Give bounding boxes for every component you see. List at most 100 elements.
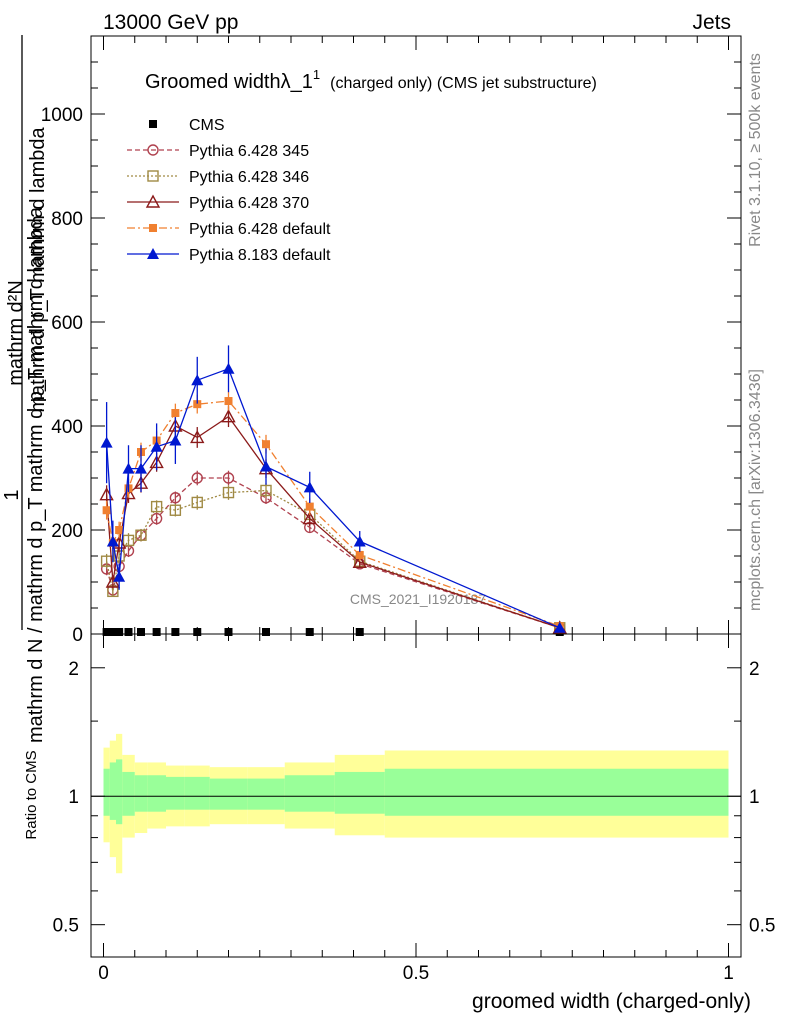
point-p370 <box>352 554 367 568</box>
ratio-ylabel: Ratio to CMS <box>23 750 40 839</box>
main-ytick-label: 600 <box>51 313 83 334</box>
point-p6def <box>262 440 270 449</box>
point-p346 <box>135 529 147 541</box>
ratio-band-inner <box>184 776 210 810</box>
chart-title: Groomed widthλ_11 (charged only) (CMS jet… <box>145 67 597 93</box>
chart-title-suffix: (charged only) (CMS jet substructure) <box>330 75 597 92</box>
ratio-ytick-label-right: 2 <box>749 659 760 680</box>
main-panel: 0 200 400 600 800 1000 CMS_2021_I1920187 Groo… <box>41 35 742 646</box>
legend-marker-p6def <box>149 224 157 232</box>
x-axis-label: groomed width (charged-only) <box>472 990 751 1013</box>
ylabel-numer: 1 <box>1 489 23 500</box>
point-p345 <box>169 492 182 504</box>
point-p346 <box>191 496 203 509</box>
chart-title-sup: 1 <box>313 67 320 82</box>
xtick-label: 0.5 <box>403 963 429 984</box>
ratio-band-inner <box>247 778 285 810</box>
point-p8 <box>191 374 204 386</box>
ratio-band-inner <box>109 762 116 820</box>
point-p8 <box>135 462 147 474</box>
chart-title-symbol: λ_1 <box>281 71 313 93</box>
point-p370 <box>302 511 317 525</box>
ratio-ytick-label-right: 0.5 <box>749 916 775 937</box>
legend-label-p6def: Pythia 6.428 default <box>189 221 331 238</box>
ratio-ticks: 0.5 0.5 1 1 2 2 0 0.5 1 <box>53 634 775 984</box>
xtick-label: 1 <box>723 963 734 984</box>
point-p345 <box>222 472 235 484</box>
main-ytick-label: 1000 <box>41 105 83 126</box>
legend-label-p8: Pythia 8.183 default <box>189 247 331 264</box>
point-p6def <box>193 400 202 409</box>
point-p8 <box>113 570 126 582</box>
ratio-band-inner <box>122 771 135 816</box>
legend: CMS Pythia 6.428 345 Pythia 6.428 346 Pythi… <box>127 117 331 264</box>
point-p346 <box>150 500 163 513</box>
point-cms <box>171 628 180 636</box>
ratio-band-inner <box>103 768 110 816</box>
series-line-p346 <box>105 489 561 629</box>
point-cms <box>224 628 233 636</box>
series-cms <box>102 628 564 636</box>
ratio-bands <box>91 733 741 874</box>
point-cms <box>102 628 111 636</box>
point-p6def <box>102 506 111 515</box>
point-p8 <box>553 621 566 633</box>
ratio-ytick-label: 2 <box>68 659 79 680</box>
point-cms <box>152 628 161 636</box>
header-right: Jets <box>692 11 731 34</box>
point-p346 <box>222 486 235 499</box>
ratio-band-inner <box>209 778 248 810</box>
point-p8 <box>100 436 113 448</box>
point-p6def <box>305 502 314 511</box>
point-cms <box>193 628 202 636</box>
legend-marker-p8 <box>147 248 159 259</box>
point-p8 <box>222 362 235 374</box>
legend-label-p345: Pythia 6.428 345 <box>189 143 309 160</box>
legend-marker-p370 <box>145 194 161 208</box>
main-ytick-label: 200 <box>51 521 83 542</box>
point-p345 <box>191 472 203 484</box>
ratio-band-inner <box>116 759 123 825</box>
point-p8 <box>303 481 316 493</box>
ratio-band-inner <box>134 775 148 812</box>
point-cms <box>124 628 133 636</box>
point-cms <box>355 628 364 636</box>
ylabel-denom: mathrm d N / mathrm d p_T mathrm d p_T m… <box>25 206 47 743</box>
ratio-band-inner <box>147 775 166 812</box>
point-p346 <box>260 484 272 497</box>
ratio-band-inner <box>284 775 335 812</box>
series-line-p8 <box>105 367 561 629</box>
point-p370 <box>190 429 205 444</box>
chart-title-main: Groomed width <box>145 71 281 93</box>
series-line-p370 <box>105 415 561 629</box>
point-p8 <box>260 460 272 472</box>
series-p8 <box>100 345 566 633</box>
point-cms <box>108 628 117 636</box>
series-p345 <box>100 470 566 634</box>
ratio-band-inner <box>334 771 385 814</box>
ratio-band-inner <box>384 768 729 816</box>
point-p6def <box>355 550 364 559</box>
point-cms <box>115 628 124 636</box>
point-p370 <box>221 409 236 423</box>
series-p370 <box>99 406 567 634</box>
main-ytick-label: 800 <box>51 209 83 230</box>
point-p345 <box>150 512 163 525</box>
legend-marker-p345 <box>147 144 159 156</box>
ylabel-top-main: mathrm d²N <box>5 280 27 386</box>
main-ytick-label: 0 <box>72 625 83 646</box>
point-p8 <box>169 434 182 446</box>
point-cms <box>305 628 314 636</box>
point-p8 <box>122 462 135 474</box>
point-p8 <box>106 535 119 547</box>
legend-marker-cms <box>149 120 157 128</box>
xtick-label: 0 <box>98 963 109 984</box>
rivet-label: Rivet 3.1.10, ≥ 500k events <box>747 53 764 247</box>
point-p8 <box>353 535 366 547</box>
series-p346 <box>100 483 566 634</box>
legend-label-cms: CMS <box>189 117 225 134</box>
ratio-ytick-label: 1 <box>68 787 79 808</box>
main-ytick-label: 400 <box>51 417 83 438</box>
legend-marker-p346 <box>147 170 159 182</box>
